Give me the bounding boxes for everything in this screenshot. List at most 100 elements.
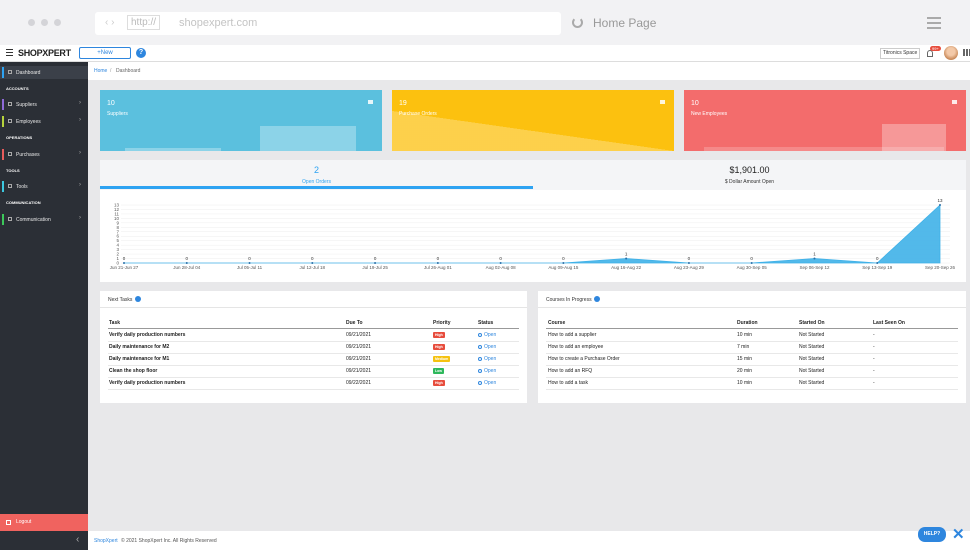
column-header: Duration (737, 320, 758, 326)
reload-icon[interactable] (572, 17, 583, 28)
table-cell: How to add an employee (548, 344, 604, 350)
apps-icon[interactable] (963, 49, 970, 56)
x-tick-label: Jul 12-Jul 18 (300, 265, 326, 270)
nav-item[interactable]: Suppliers › (0, 98, 88, 111)
column-header: Due To (346, 320, 363, 326)
data-label: 0 (876, 256, 879, 261)
nav-heading: TOOLS (6, 168, 20, 173)
help-button[interactable]: HELP? (918, 527, 946, 542)
tab-value[interactable]: $1,901.00 (729, 165, 770, 175)
row-border (546, 365, 958, 366)
help-icon[interactable]: ? (136, 48, 146, 58)
data-label: 0 (123, 256, 126, 261)
nav-label: Employees (16, 119, 41, 125)
table-cell: How to add a supplier (548, 332, 597, 338)
tab-label[interactable]: Open Orders (302, 179, 331, 185)
row-border (108, 341, 519, 342)
url: shopexpert.com (179, 17, 258, 29)
y-tick-label: 9 (116, 220, 119, 225)
help-logo[interactable]: ✕ (952, 526, 965, 543)
nav-heading: COMMUNICATION (6, 200, 41, 205)
sidebar-toggle[interactable] (6, 49, 13, 56)
status-label[interactable]: Open (484, 380, 497, 386)
table-cell: - (873, 356, 875, 362)
x-tick-label: Aug 09-Aug 15 (548, 265, 579, 270)
footer-brand[interactable]: ShopXpert (94, 538, 118, 544)
table-panel: Courses In Progress Course Duration Started… (538, 291, 966, 403)
nav-chevron: › (79, 182, 81, 188)
table-cell: - (873, 344, 875, 350)
y-tick-label: 1 (116, 256, 119, 261)
card-icon (660, 100, 665, 104)
card-decor (704, 147, 944, 151)
app-header: SHOPXPERT +New ? Titronics Space 99+ (0, 45, 970, 62)
new-button[interactable]: +New (79, 47, 131, 59)
data-point (436, 262, 439, 264)
priority-badge: Medium (433, 356, 451, 362)
tab-value[interactable]: 2 (313, 165, 319, 175)
table-cell: 10 min (737, 332, 753, 338)
table-cell: How to create a Purchase Order (548, 356, 620, 362)
nav-arrows[interactable]: ‹ › (105, 17, 115, 28)
y-tick-label: 6 (116, 234, 119, 239)
priority-badge: Low (433, 368, 444, 374)
x-tick-label: Aug 16-Aug 22 (611, 265, 642, 270)
nav-icon (8, 152, 12, 156)
table-cell: 09/21/2021 (346, 344, 372, 350)
stat-card[interactable]: 19 Purchase Orders (392, 90, 674, 151)
x-tick-label: Sep 06-Sep 12 (799, 265, 830, 270)
status-label[interactable]: Open (484, 368, 497, 374)
url-bar[interactable]: ‹ › http:// shopexpert.com (95, 12, 561, 35)
row-border (546, 389, 958, 390)
nav-item[interactable]: Communication › (0, 213, 88, 226)
data-label: 0 (186, 256, 189, 261)
nav-label: Communication (16, 217, 51, 223)
table-cell: - (873, 380, 875, 386)
nav-item[interactable]: Dashboard (0, 66, 88, 79)
table-cell: Not Started (799, 344, 825, 350)
table-cell: - (873, 332, 875, 338)
breadcrumb-bar: Home / Dashboard (88, 62, 970, 80)
column-header: Last Seen On (873, 320, 905, 326)
table-cell: 15 min (737, 356, 753, 362)
nav-label: Dashboard (16, 70, 41, 76)
card-icon (368, 100, 373, 104)
logo[interactable]: SHOPXPERT (18, 48, 71, 58)
area (124, 204, 941, 264)
nav-item[interactable]: Employees › (0, 115, 88, 128)
menu-icon[interactable] (927, 17, 941, 29)
logout-item[interactable]: Logout (0, 514, 88, 531)
status-label[interactable]: Open (484, 356, 497, 362)
collapse-icon[interactable]: ‹ (76, 534, 80, 545)
tab-label[interactable]: $ Dollar Amount Open (724, 179, 775, 185)
status-label[interactable]: Open (484, 332, 497, 338)
card-label: Purchase Orders (399, 111, 437, 117)
card-decor (882, 124, 946, 151)
bell-icon[interactable] (927, 50, 933, 57)
data-point (750, 262, 753, 264)
data-point (248, 262, 251, 264)
stat-card[interactable]: 10 New Employees (684, 90, 966, 151)
x-tick-label: Jul 05-Jul 11 (237, 265, 263, 270)
priority-badge: High (433, 344, 445, 350)
priority-badge: High (433, 332, 445, 338)
table-cell: - (873, 368, 875, 374)
breadcrumb-link[interactable]: Home (94, 68, 108, 74)
nav-color-bar (2, 116, 4, 127)
data-point (185, 262, 188, 264)
nav-chevron: › (79, 215, 81, 221)
nav-chevron: › (79, 117, 81, 123)
stat-card[interactable]: 10 Suppliers (100, 90, 382, 151)
status-label[interactable]: Open (484, 344, 497, 350)
logout-label: Logout (16, 519, 32, 525)
nav-item[interactable]: Purchases › (0, 148, 88, 161)
avatar[interactable] (944, 46, 958, 60)
data-point (625, 257, 628, 260)
nav-icon (8, 184, 12, 188)
company-selector[interactable]: Titronics Space (880, 48, 921, 59)
table-cell: 09/22/2021 (346, 380, 372, 386)
nav-item[interactable]: Tools › (0, 180, 88, 193)
table-cell: 09/21/2021 (346, 332, 372, 338)
